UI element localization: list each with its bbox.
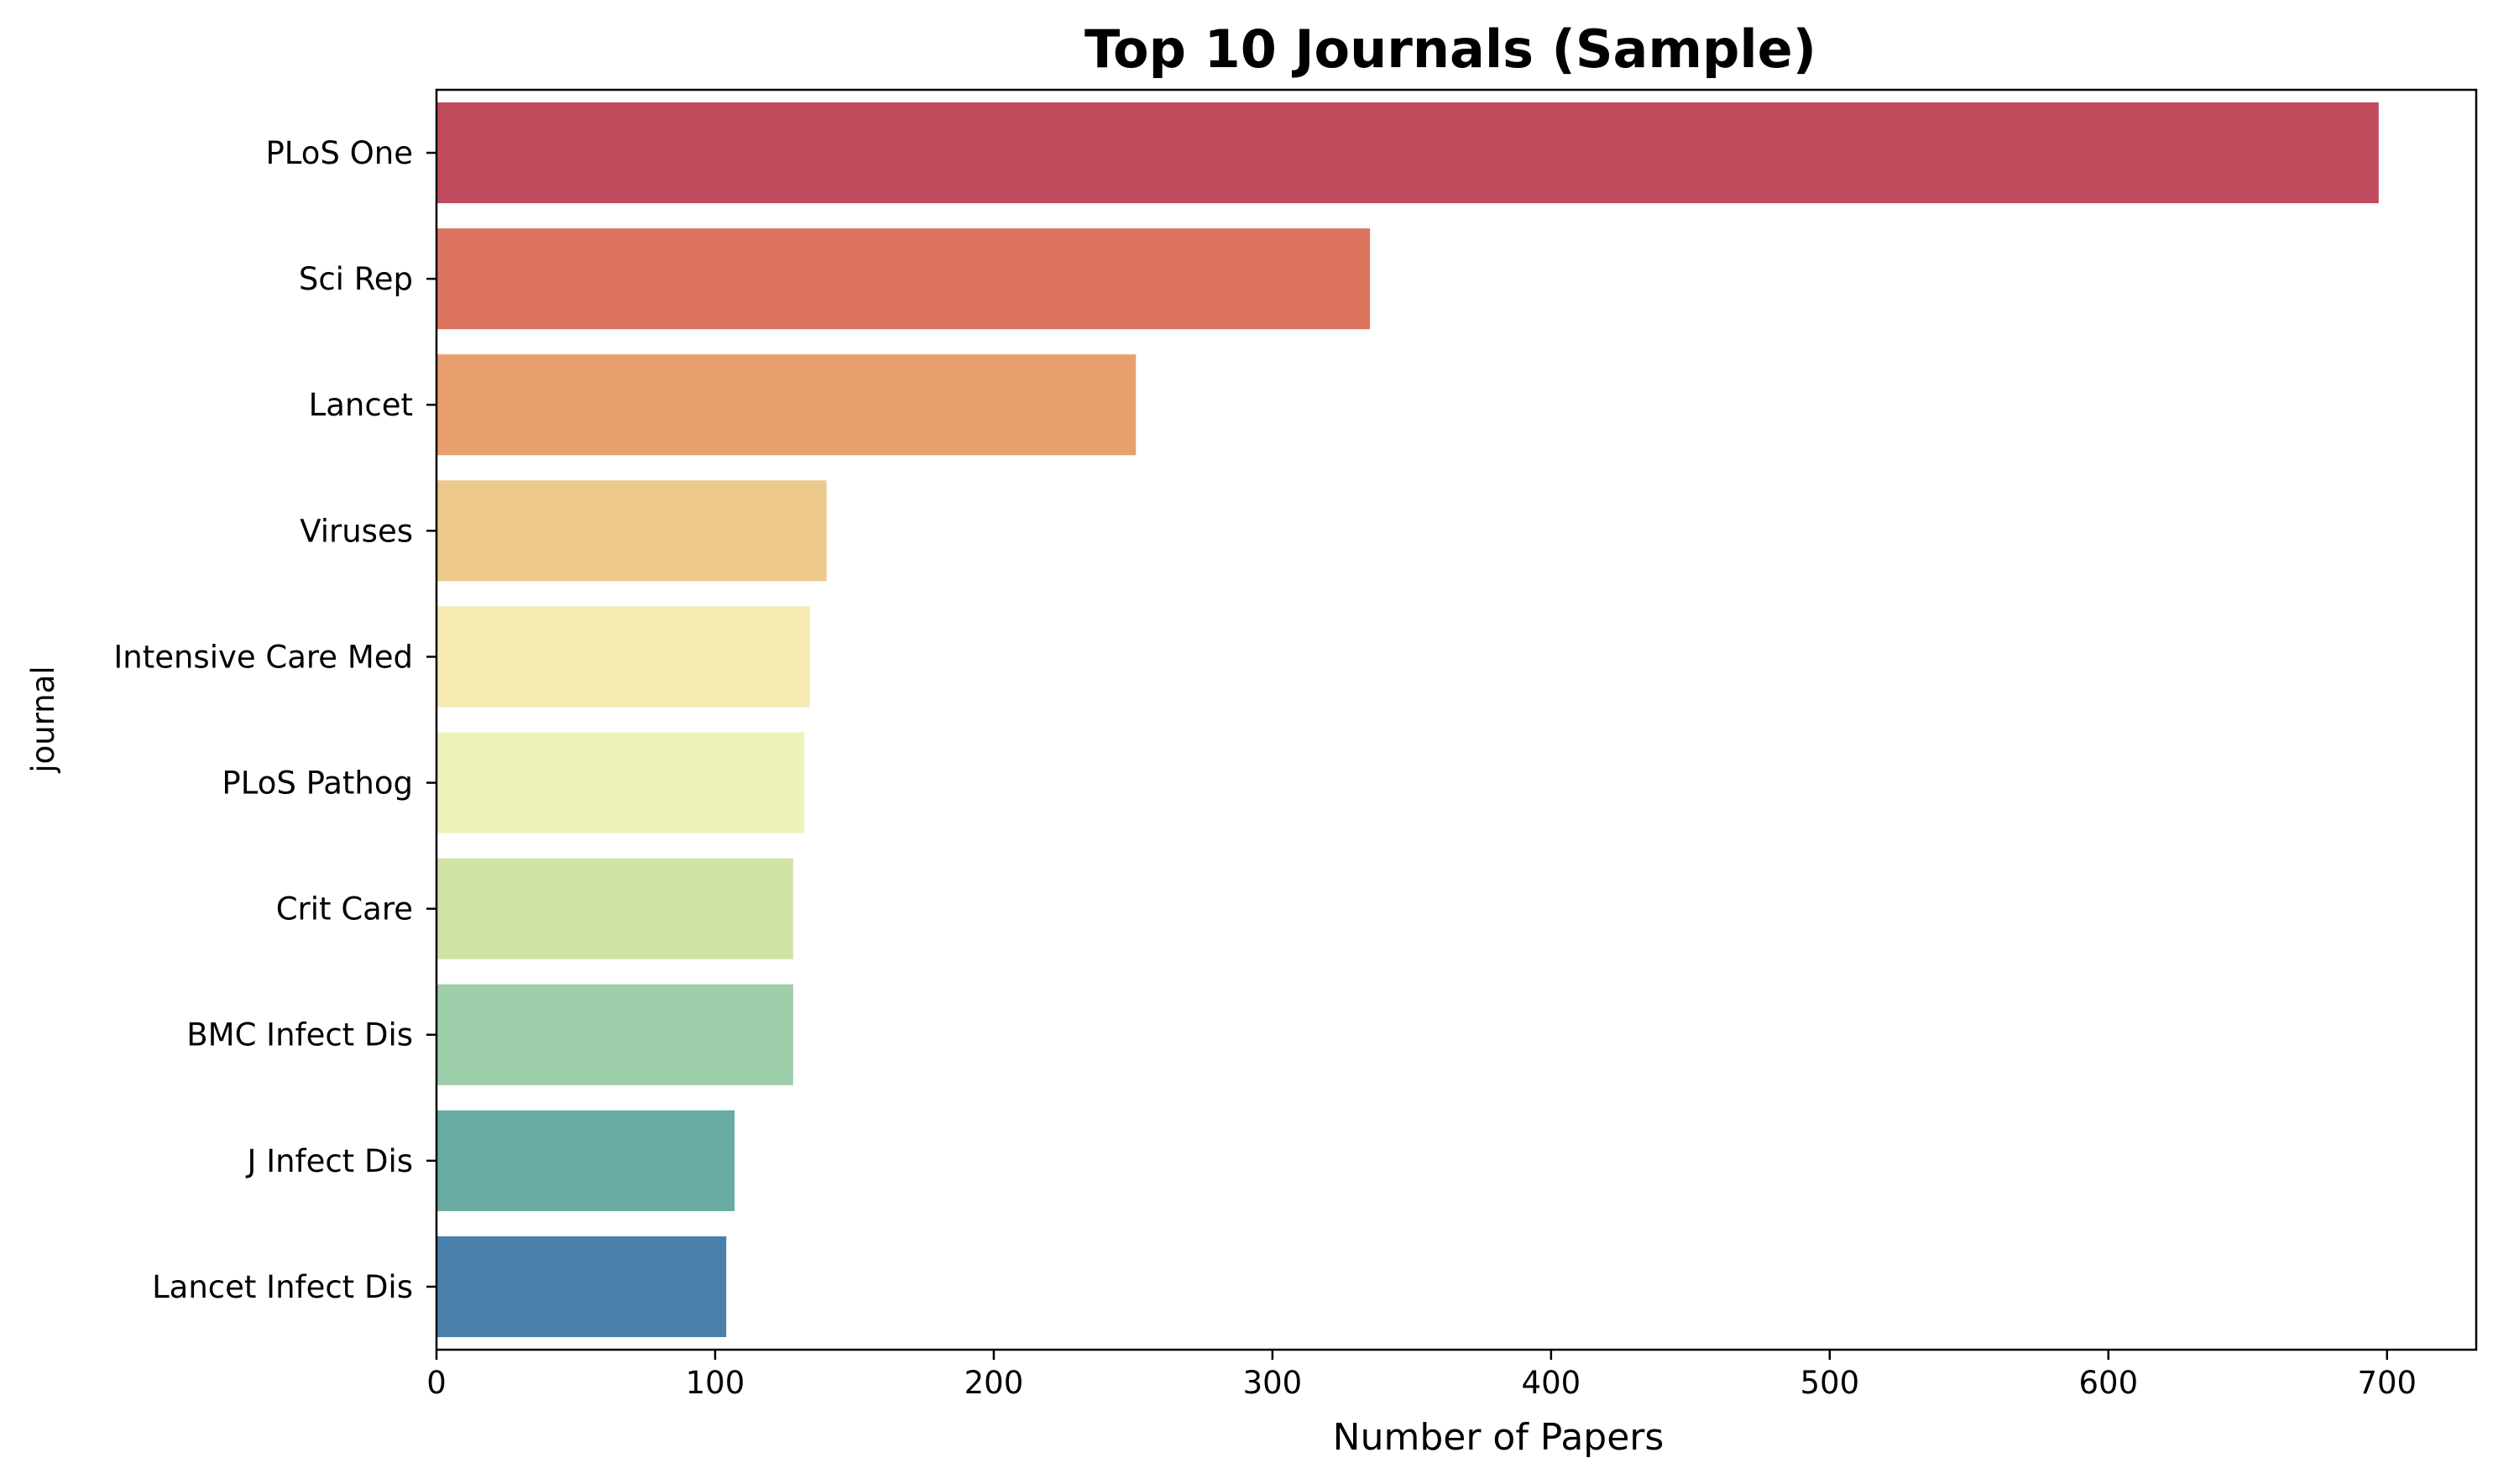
- y-tick-label: J Infect Dis: [246, 1143, 413, 1179]
- bar-plos-one: [436, 102, 2379, 204]
- x-tick-label: 400: [1522, 1365, 1581, 1401]
- y-tick-label: PLoS Pathog: [222, 766, 413, 802]
- y-tick-label: Viruses: [300, 513, 413, 549]
- x-tick-label: 100: [686, 1365, 745, 1401]
- bars: [436, 102, 2379, 1337]
- y-tick-label: Sci Rep: [299, 261, 413, 297]
- x-axis-label: Number of Papers: [1333, 1416, 1665, 1459]
- y-tick-label: Intensive Care Med: [113, 639, 413, 675]
- bar-crit-care: [436, 858, 793, 959]
- bar-viruses: [436, 480, 827, 582]
- y-tick-label: Lancet: [309, 387, 413, 423]
- y-tick-label: BMC Infect Dis: [186, 1017, 413, 1053]
- y-axis-label: journal: [25, 666, 61, 773]
- bar-lancet-infect-dis: [436, 1236, 727, 1337]
- x-tick-label: 300: [1243, 1365, 1303, 1401]
- x-tick-label: 200: [964, 1365, 1024, 1401]
- chart-title: Top 10 Journals (Sample): [1084, 18, 1816, 80]
- bar-sci-rep: [436, 228, 1371, 330]
- x-tick-label: 700: [2357, 1365, 2417, 1401]
- bar-bmc-infect-dis: [436, 984, 793, 1085]
- y-tick-label: Crit Care: [276, 891, 413, 928]
- y-axis-ticks: PLoS One Sci Rep Lancet Viruses Intensive Ca…: [113, 135, 436, 1305]
- plot-frame: [435, 88, 2478, 1351]
- y-tick-label: Lancet Infect Dis: [152, 1269, 413, 1305]
- y-tick-label: PLoS One: [266, 135, 414, 171]
- bar-plos-pathog: [436, 732, 805, 833]
- x-tick-label: 0: [426, 1365, 447, 1401]
- x-axis-ticks: 0 100 200 300 400 500 600 700: [426, 1350, 2417, 1401]
- bar-j-infect-dis: [436, 1110, 735, 1211]
- bar-intensive-care-med: [436, 606, 810, 708]
- x-tick-label: 500: [1800, 1365, 1860, 1401]
- x-tick-label: 600: [2078, 1365, 2138, 1401]
- bar-lancet: [436, 354, 1137, 456]
